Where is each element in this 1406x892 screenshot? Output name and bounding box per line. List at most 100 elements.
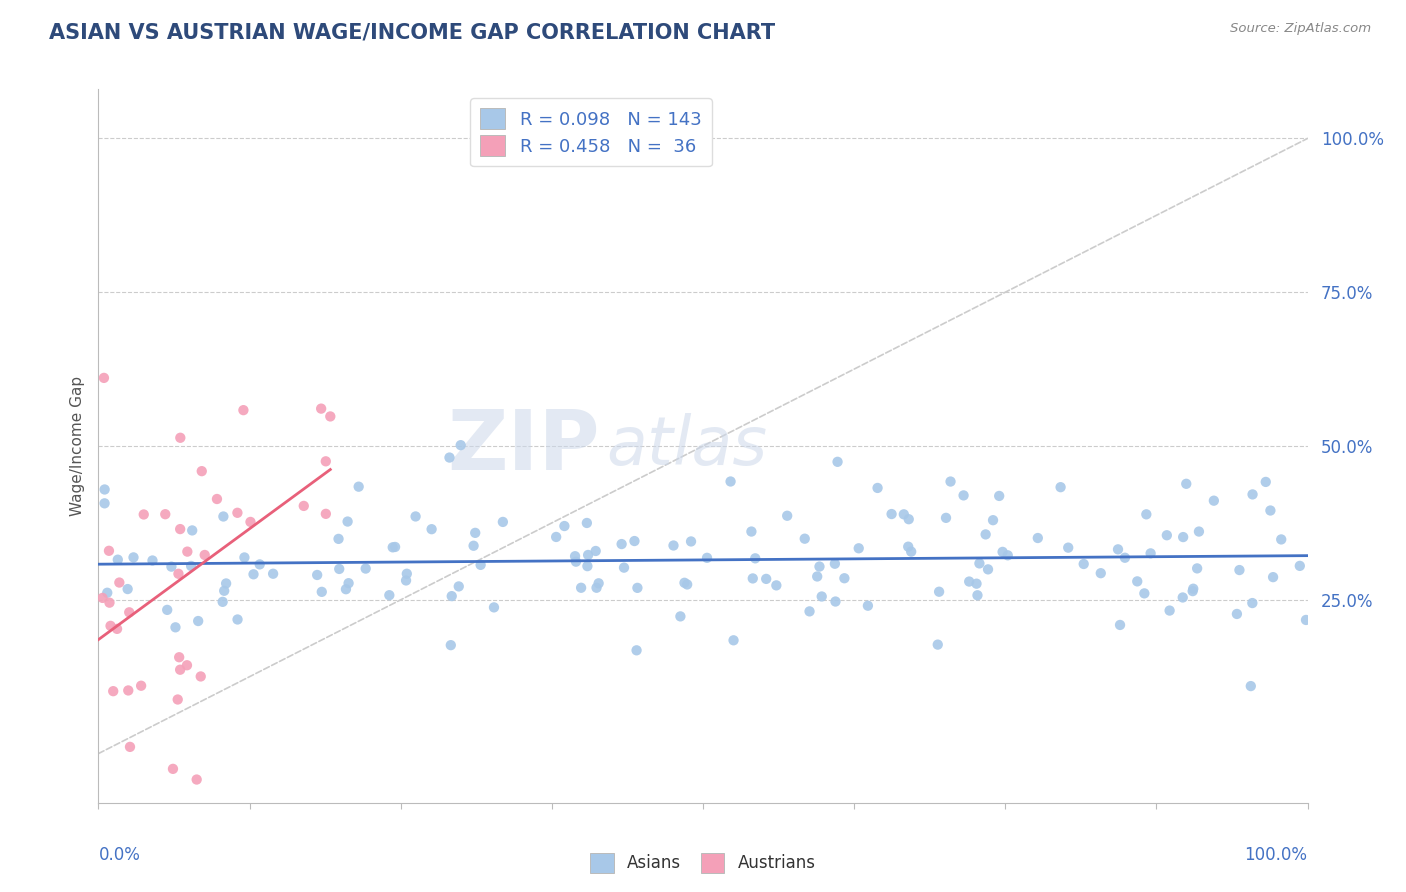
Point: [776, 508, 799, 523]
Point: [966, 588, 988, 602]
Point: [211, 595, 233, 609]
Point: [1241, 596, 1264, 610]
Point: [232, 403, 254, 417]
Point: [893, 508, 915, 522]
Point: [824, 557, 846, 571]
Point: [1182, 582, 1205, 596]
Point: [765, 578, 787, 592]
Point: [118, 739, 141, 754]
Point: [623, 534, 645, 549]
Point: [91, 591, 114, 605]
Text: ASIAN VS AUSTRIAN WAGE/INCOME GAP CORRELATION CHART: ASIAN VS AUSTRIAN WAGE/INCOME GAP CORREL…: [49, 22, 775, 42]
Point: [242, 567, 264, 582]
Point: [626, 643, 648, 657]
Point: [337, 576, 360, 591]
Point: [1188, 524, 1211, 539]
Point: [169, 522, 191, 536]
Point: [315, 507, 337, 521]
Point: [793, 532, 815, 546]
Point: [939, 475, 962, 489]
Point: [226, 506, 249, 520]
Point: [118, 605, 141, 619]
Point: [176, 544, 198, 558]
Point: [117, 683, 139, 698]
Point: [1254, 475, 1277, 489]
Point: [927, 638, 949, 652]
Point: [900, 544, 922, 558]
Point: [93, 483, 115, 497]
Point: [1260, 503, 1282, 517]
Point: [834, 571, 856, 585]
Point: [215, 576, 238, 591]
Point: [575, 516, 598, 530]
Point: [974, 527, 997, 541]
Point: [463, 539, 485, 553]
Point: [129, 679, 152, 693]
Point: [105, 622, 128, 636]
Point: [696, 550, 718, 565]
Point: [585, 581, 607, 595]
Point: [93, 496, 115, 510]
Point: [1185, 561, 1208, 575]
Point: [439, 450, 461, 465]
Point: [103, 684, 125, 698]
Point: [1295, 613, 1317, 627]
Point: [997, 549, 1019, 563]
Point: [347, 480, 370, 494]
Point: [212, 583, 235, 598]
Point: [810, 590, 832, 604]
Point: [897, 512, 920, 526]
Point: [169, 663, 191, 677]
Point: [249, 558, 271, 572]
Point: [378, 588, 401, 602]
Point: [866, 481, 889, 495]
Point: [1240, 679, 1263, 693]
Point: [969, 557, 991, 571]
Point: [190, 464, 212, 478]
Point: [988, 489, 1011, 503]
Point: [1114, 550, 1136, 565]
Point: [156, 603, 179, 617]
Point: [239, 515, 262, 529]
Text: Source: ZipAtlas.com: Source: ZipAtlas.com: [1230, 22, 1371, 36]
Point: [166, 692, 188, 706]
Point: [977, 562, 1000, 576]
Point: [181, 524, 204, 538]
Point: [100, 619, 122, 633]
Point: [723, 633, 745, 648]
Point: [679, 534, 702, 549]
Point: [190, 669, 212, 683]
Point: [952, 488, 974, 502]
Point: [720, 475, 742, 489]
Point: [1171, 591, 1194, 605]
Point: [336, 515, 359, 529]
Point: [162, 762, 184, 776]
Point: [440, 589, 463, 603]
Point: [740, 524, 762, 539]
Y-axis label: Wage/Income Gap: Wage/Income Gap: [69, 376, 84, 516]
Point: [848, 541, 870, 556]
Point: [186, 772, 208, 787]
Point: [1261, 570, 1284, 584]
Point: [1073, 557, 1095, 571]
Point: [96, 586, 118, 600]
Point: [610, 537, 633, 551]
Point: [108, 575, 131, 590]
Point: [1126, 574, 1149, 589]
Point: [1175, 476, 1198, 491]
Point: [744, 551, 766, 566]
Point: [122, 550, 145, 565]
Point: [673, 575, 696, 590]
Point: [588, 576, 610, 591]
Point: [167, 566, 190, 581]
Point: [669, 609, 692, 624]
Point: [226, 612, 249, 626]
Point: [806, 569, 828, 583]
Point: [897, 540, 920, 554]
Point: [966, 576, 988, 591]
Point: [827, 455, 849, 469]
Point: [381, 541, 404, 555]
Point: [1049, 480, 1071, 494]
Point: [585, 544, 607, 558]
Point: [957, 574, 980, 589]
